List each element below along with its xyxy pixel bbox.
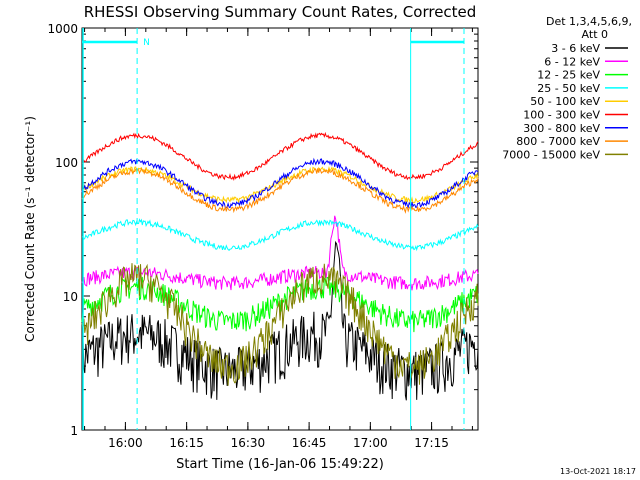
legend-label-1: 6 - 12 keV bbox=[544, 55, 600, 68]
series-line-4 bbox=[81, 165, 479, 205]
plot-area: 1 10 100 1000 16:00 16:15 16:30 16:45 17:00 17:15… bbox=[47, 22, 479, 450]
legend-header-line1: Det 1,3,4,5,6,9, bbox=[546, 15, 632, 28]
series-line-0 bbox=[81, 240, 479, 401]
legend-label-5: 100 - 300 keV bbox=[523, 109, 600, 122]
legend-label-7: 800 - 7000 keV bbox=[516, 135, 600, 148]
y-tick-label: 100 bbox=[55, 156, 78, 170]
x-tick-label: 17:15 bbox=[414, 436, 449, 450]
y-tick-label: 1000 bbox=[47, 22, 78, 36]
series-line-5 bbox=[81, 131, 479, 181]
x-tick-label: 16:00 bbox=[108, 436, 143, 450]
generated-timestamp: 13-Oct-2021 18:17 bbox=[560, 467, 636, 476]
legend-label-6: 300 - 800 keV bbox=[523, 122, 600, 135]
x-tick-label: 16:45 bbox=[292, 436, 327, 450]
legend-label-3: 25 - 50 keV bbox=[537, 82, 600, 95]
night-marker-label: N bbox=[143, 38, 150, 48]
legend-header-line2: Att 0 bbox=[582, 28, 608, 41]
legend-label-4: 50 - 100 keV bbox=[530, 95, 600, 108]
legend-label-0: 3 - 6 keV bbox=[551, 42, 600, 55]
series-line-7 bbox=[81, 167, 479, 214]
plot-frame bbox=[81, 27, 479, 431]
chart-title: RHESSI Observing Summary Count Rates, Co… bbox=[84, 3, 477, 21]
series-line-3 bbox=[81, 218, 479, 252]
x-axis-label: Start Time (16-Jan-06 15:49:22) bbox=[176, 457, 384, 472]
x-tick-label: 17:00 bbox=[353, 436, 388, 450]
y-axis-label: Corrected Count Rate (s⁻¹ detector⁻¹) bbox=[23, 116, 37, 342]
x-tick-label: 16:30 bbox=[231, 436, 266, 450]
y-tick-label: 10 bbox=[63, 290, 78, 304]
series-line-8 bbox=[81, 263, 479, 386]
legend-label-8: 7000 - 15000 keV bbox=[502, 148, 600, 161]
x-tick-label: 16:15 bbox=[169, 436, 204, 450]
series-line-6 bbox=[81, 157, 479, 209]
y-tick-label: 1 bbox=[70, 424, 78, 438]
legend-label-2: 12 - 25 keV bbox=[537, 69, 600, 82]
